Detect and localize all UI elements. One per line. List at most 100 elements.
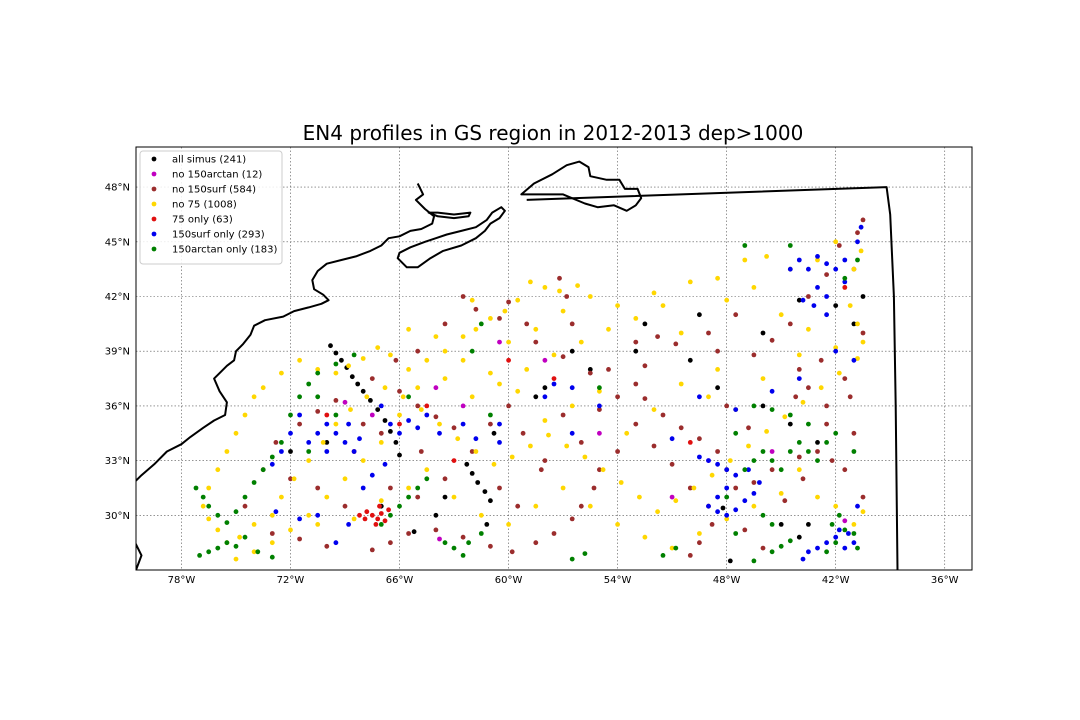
x-tick-label: 72°W [277,575,305,586]
data-point [569,348,575,354]
data-point [411,529,417,535]
data-point [291,476,297,482]
data-point [673,498,679,504]
data-point [333,430,339,436]
data-point [320,440,326,445]
data-point [833,540,839,546]
data-point [333,421,339,427]
data-point [806,326,811,332]
data-point [800,476,806,482]
data-point [406,326,411,332]
data-point [860,339,866,345]
data-point [242,412,248,418]
data-point [551,381,557,387]
data-point [297,357,302,363]
data-point [815,494,820,500]
data-point [569,385,575,391]
data-point [237,534,243,540]
data-point [697,531,702,536]
data-point [269,540,275,546]
data-point [466,540,471,546]
data-point [836,370,842,376]
data-point [497,440,502,445]
data-point [478,321,484,327]
data-point [787,421,793,427]
data-point [433,527,439,533]
data-point [651,407,657,412]
data-point [724,403,730,409]
data-point [842,527,848,533]
y-tick-label: 30°N [105,511,130,522]
data-point [288,527,293,533]
legend-marker [151,246,157,252]
data-point [424,476,430,482]
data-point [806,294,811,299]
data-point [660,553,666,558]
data-point [742,257,748,263]
data-point [515,388,521,394]
data-point [546,432,551,438]
data-point [691,485,697,491]
data-point [315,522,321,527]
data-point [824,294,829,299]
data-point [506,403,511,409]
data-point [215,512,221,518]
data-point [551,352,557,358]
data-point [342,476,348,482]
data-point [469,449,475,454]
data-point [397,421,402,427]
data-point [491,430,497,436]
data-point [697,454,702,460]
coastline-nova-scotia [396,206,506,269]
data-point [633,348,639,354]
data-point [569,516,575,522]
legend: all simus (241) no 150arctan (12) no 150su… [139,150,283,265]
data-point [273,509,279,515]
data-point [497,421,502,427]
data-point [778,491,784,496]
data-point [815,545,820,551]
data-point [855,503,860,509]
data-point [824,272,829,277]
data-point [533,339,539,345]
data-point [742,498,748,504]
data-point [542,357,548,363]
data-point [437,536,442,542]
data-point [709,522,715,527]
data-point [597,430,602,436]
data-point [678,425,684,431]
plot-area [135,146,973,571]
data-point [673,341,679,347]
data-point [491,461,497,467]
data-point [378,498,384,504]
data-point [715,449,720,454]
data-point [273,440,279,445]
data-point [288,430,293,436]
data-point [333,412,339,418]
data-point [587,370,593,376]
data-point [742,527,748,533]
data-point [475,480,481,485]
data-point [669,461,675,467]
data-point [742,467,748,473]
data-point [369,376,375,381]
data-point [615,522,620,527]
data-point [488,412,493,418]
data-point [564,443,570,449]
y-tick-label: 42°N [105,292,130,303]
data-point [357,512,362,518]
x-tick-label: 60°W [495,575,523,586]
data-point [806,549,811,555]
data-point [760,512,766,518]
series-3 [200,239,866,562]
data-point [796,440,802,445]
data-point [606,367,611,372]
data-point [637,494,642,500]
data-point [346,363,351,369]
data-point [349,374,355,380]
data-point [528,443,533,449]
data-point [560,308,566,314]
data-point [651,443,657,449]
data-point [364,509,370,515]
